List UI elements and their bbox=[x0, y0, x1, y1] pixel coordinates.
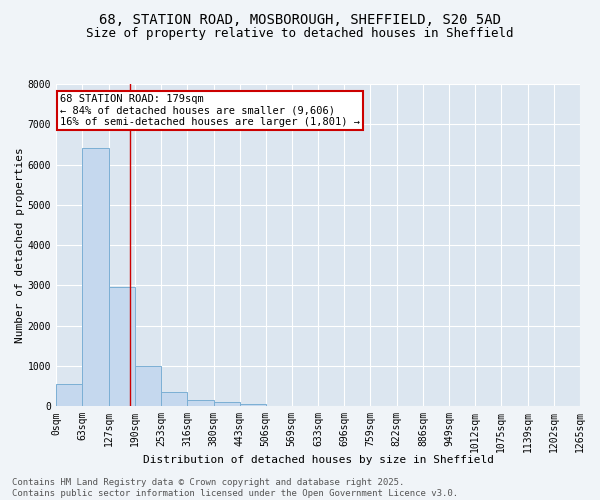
Bar bbox=[109, 288, 135, 406]
Text: Contains HM Land Registry data © Crown copyright and database right 2025.
Contai: Contains HM Land Registry data © Crown c… bbox=[12, 478, 458, 498]
Bar bbox=[239, 404, 266, 406]
Bar bbox=[56, 384, 82, 406]
Bar bbox=[214, 402, 239, 406]
Bar bbox=[135, 366, 161, 406]
Text: 68, STATION ROAD, MOSBOROUGH, SHEFFIELD, S20 5AD: 68, STATION ROAD, MOSBOROUGH, SHEFFIELD,… bbox=[99, 12, 501, 26]
Text: Size of property relative to detached houses in Sheffield: Size of property relative to detached ho… bbox=[86, 28, 514, 40]
Bar bbox=[161, 392, 187, 406]
Text: 68 STATION ROAD: 179sqm
← 84% of detached houses are smaller (9,606)
16% of semi: 68 STATION ROAD: 179sqm ← 84% of detache… bbox=[60, 94, 360, 128]
X-axis label: Distribution of detached houses by size in Sheffield: Distribution of detached houses by size … bbox=[143, 455, 494, 465]
Bar bbox=[187, 400, 214, 406]
Bar bbox=[82, 148, 109, 406]
Y-axis label: Number of detached properties: Number of detached properties bbox=[15, 147, 25, 343]
